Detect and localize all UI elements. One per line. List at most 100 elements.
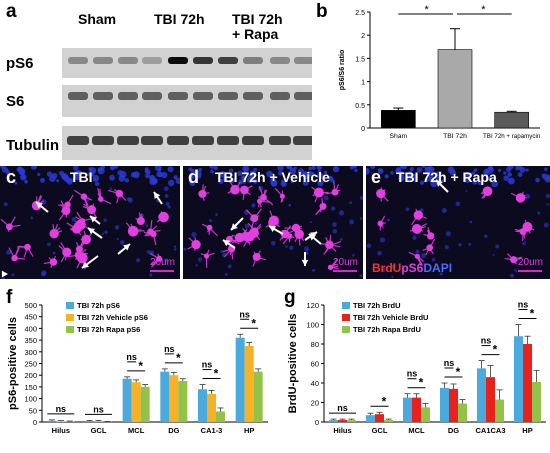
ps6-cell: [191, 239, 201, 250]
dapi-nucleus: [92, 174, 100, 182]
ps6-cell: [6, 223, 13, 231]
chart-b-ytick-label: 2: [361, 33, 365, 40]
dapi-nucleus: [339, 238, 343, 241]
band-s6: [168, 92, 188, 100]
dapi-nucleus: [310, 221, 313, 224]
ps6-cell: [127, 225, 139, 237]
blot-group-rapa: TBI 72h + Rapa: [232, 11, 283, 42]
chartf-legend-label: TBI 72h Rapa pS6: [77, 325, 140, 334]
chartf-bar: [169, 375, 179, 422]
dapi-nucleus: [510, 273, 515, 278]
ps6-cell: [49, 258, 58, 266]
dapi-nucleus: [415, 249, 420, 254]
dapi-nucleus: [17, 166, 23, 172]
band-ps6: [168, 57, 188, 64]
band-tubulin: [67, 136, 89, 145]
dapi-nucleus: [439, 272, 443, 276]
chartf-category: MCL: [128, 426, 145, 435]
dapi-nucleus: [237, 170, 243, 177]
dapi-nucleus: [332, 229, 338, 234]
dapi-nucleus: [492, 253, 495, 256]
dapi-nucleus: [421, 253, 427, 259]
dapi-nucleus: [518, 166, 523, 171]
chartf-ns: ns: [202, 360, 213, 370]
dapi-nucleus: [464, 177, 471, 184]
dapi-nucleus: [289, 167, 297, 175]
chartf-ytick-label: 50: [29, 406, 37, 415]
dapi-nucleus: [515, 270, 518, 273]
ps6-cell: [64, 201, 71, 208]
ps6-cell: [150, 230, 157, 238]
dapi-nucleus: [209, 166, 215, 169]
arrowhead: [90, 216, 97, 223]
dapi-nucleus: [349, 201, 353, 205]
dapi-nucleus: [289, 245, 294, 250]
blot-row-s6: S6: [6, 93, 25, 110]
ps6-cell: [327, 264, 334, 271]
chartg-legend-swatch: [342, 326, 350, 333]
chartg-ns: ns: [481, 336, 492, 346]
chartg-ylabel: BrdU-positive cells: [287, 314, 299, 414]
dapi-nucleus: [30, 166, 38, 170]
dapi-nucleus: [421, 166, 426, 169]
dapi-nucleus: [471, 171, 476, 176]
chartf-ytick-label: 0: [33, 418, 37, 427]
dapi-nucleus: [101, 232, 105, 235]
dapi-nucleus: [219, 171, 227, 178]
dapi-nucleus: [379, 237, 386, 243]
chartg-bar: [384, 420, 393, 422]
chart-f: 0 50 100 150 200 250 300 350 400 450 500 pS6-positi…: [7, 301, 268, 435]
dapi-nucleus: [68, 178, 74, 183]
arrowhead: [36, 202, 43, 209]
chartf-bar: [94, 421, 103, 422]
chartg-ytick-label: 120: [306, 301, 319, 310]
chart-b-ytick-label: 2.5: [355, 10, 365, 17]
dapi-nucleus: [88, 167, 93, 172]
chartg-bar: [477, 368, 486, 422]
chartg-category: MCL: [408, 426, 425, 435]
dapi-nucleus: [332, 166, 340, 173]
chartf-legend-label: TBI 72h Vehicle pS6: [77, 313, 148, 322]
chartf-ytick-label: 300: [24, 348, 37, 357]
chartf-bar: [216, 411, 225, 422]
dapi-nucleus: [317, 166, 322, 171]
ps6-cell: [62, 247, 72, 257]
ps6-cell: [74, 251, 83, 260]
ps6-cell: [413, 210, 423, 220]
dapi-nucleus: [37, 172, 41, 176]
ps6-cell: [326, 242, 333, 249]
dapi-nucleus: [395, 167, 402, 174]
dapi-nucleus: [414, 179, 418, 183]
ps6-cell: [268, 218, 277, 227]
dapi-nucleus: [381, 267, 386, 272]
chart-b-bar: [381, 110, 416, 129]
chartf-bar: [56, 421, 66, 422]
dapi-nucleus: [11, 273, 15, 277]
micrograph-e-title: TBI 72h + Rapa: [396, 169, 497, 185]
chartg-ytick-label: 80: [311, 340, 319, 349]
panel-label-c: c: [6, 167, 17, 187]
chartg-category: CA1CA3: [475, 426, 505, 435]
band-s6: [243, 92, 263, 100]
dapi-nucleus: [173, 248, 177, 251]
chartg-bar: [486, 377, 495, 422]
band-tubulin: [269, 136, 291, 145]
chart-b: 0 0.5 1 1.5 2 2.5 pS6/S6 ratio Sham TBI 72h TBI 7…: [339, 4, 541, 140]
dapi-nucleus: [191, 232, 197, 238]
dapi-nucleus: [507, 172, 512, 177]
dapi-nucleus: [144, 168, 149, 174]
band-s6: [218, 92, 238, 100]
micrograph-d-scalebar: [333, 270, 357, 272]
ps6-cell: [331, 188, 339, 196]
band-s6: [68, 92, 88, 100]
blot-row-tubulin: Tubulin: [6, 137, 60, 154]
micrograph-e-scalebar: [518, 270, 542, 272]
chartg-bar: [347, 420, 356, 422]
band-ps6: [93, 57, 113, 64]
chartf-bar: [131, 382, 141, 422]
band-tubulin: [117, 136, 139, 145]
chartf-bar: [122, 378, 132, 422]
band-ps6: [218, 57, 238, 64]
ps6-cell: [313, 187, 324, 198]
dapi-nucleus: [297, 168, 305, 175]
